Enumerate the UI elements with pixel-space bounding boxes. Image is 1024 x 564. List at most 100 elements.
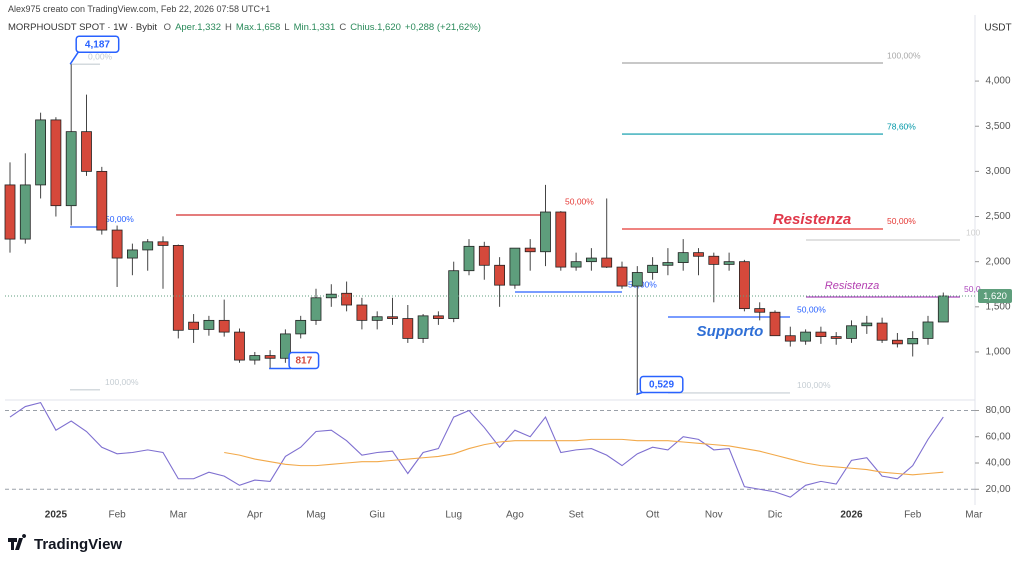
candle-body xyxy=(295,319,307,335)
candle-body xyxy=(892,339,903,345)
annotation: Resistenza xyxy=(773,211,851,228)
candle-body xyxy=(937,295,949,323)
candle-body xyxy=(50,119,62,207)
level-label: 100,00% xyxy=(887,50,921,60)
x-tick-label: Apr xyxy=(247,510,263,521)
rsi-line xyxy=(9,401,944,498)
logo-icon xyxy=(8,534,27,550)
y2-tick-label: 80,00 xyxy=(985,405,1010,416)
level-label: 50,00% xyxy=(105,214,134,224)
candle-body xyxy=(586,257,597,263)
symbol-line: MORPHOUSDT SPOT · 1W · Bybit O Aper.1,332… xyxy=(8,22,485,33)
x-tick-label: Ago xyxy=(506,510,524,521)
y2-tick-label: 20,00 xyxy=(985,484,1010,495)
level-label: 50,0 xyxy=(964,284,981,294)
rsi-line xyxy=(224,438,944,476)
candle-body xyxy=(662,262,674,266)
candle-body xyxy=(555,211,567,268)
candle-body xyxy=(922,321,934,339)
candle-body xyxy=(19,184,31,240)
candle-body xyxy=(708,255,720,265)
ohlc-value: Chius.1,620 xyxy=(350,22,401,33)
candle-body xyxy=(907,338,919,345)
candle-body xyxy=(463,245,475,272)
callout-box xyxy=(75,35,120,53)
level-label: 100 xyxy=(966,227,980,237)
x-tick-label: Lug xyxy=(445,510,462,521)
candle-body xyxy=(631,272,643,287)
level-label: 0,00% xyxy=(88,51,113,61)
x-tick-label: Mag xyxy=(306,510,325,521)
y-tick-label: 1,500 xyxy=(985,301,1010,312)
candle-body xyxy=(754,308,766,313)
annotation: Resistenza xyxy=(825,280,879,292)
ohlc-value: Aper.1,332 xyxy=(175,22,222,33)
candle-body xyxy=(249,355,261,361)
candle-body xyxy=(570,261,582,268)
x-tick-label: 2026 xyxy=(840,510,863,521)
logo: TradingView xyxy=(34,536,122,553)
callout-label: 817 xyxy=(296,356,313,367)
candle-body xyxy=(769,311,781,337)
candle-body xyxy=(478,245,490,266)
candle-body xyxy=(876,322,888,341)
y-unit: USDT xyxy=(984,23,1011,34)
candle-body xyxy=(264,355,276,359)
candle-body xyxy=(325,293,337,299)
candle-body xyxy=(494,264,506,286)
ohlc-key: L xyxy=(284,22,290,33)
candle-body xyxy=(234,331,245,361)
x-tick-label: Dic xyxy=(768,510,782,521)
x-tick-label: Feb xyxy=(108,510,126,521)
candle-body xyxy=(677,252,689,263)
candle-body xyxy=(65,131,77,207)
x-tick-label: 2025 xyxy=(45,510,68,521)
candle-body xyxy=(157,241,169,246)
candle-body xyxy=(723,261,735,265)
symbol: MORPHOUSDT SPOT · 1W · Bybit xyxy=(8,22,158,33)
candle-body xyxy=(127,249,138,259)
candle-body xyxy=(739,261,750,310)
candle-body xyxy=(310,297,322,321)
candle-body xyxy=(218,319,230,333)
ohlc-value: Min.1,331 xyxy=(293,22,336,33)
y-tick-label: 2,500 xyxy=(985,211,1010,222)
candle-body xyxy=(861,322,873,327)
candle-body xyxy=(509,247,521,286)
callout-label: 4,187 xyxy=(85,39,110,50)
candle-body xyxy=(784,335,796,342)
x-tick-label: Nov xyxy=(705,510,723,521)
y-tick-label: 1,000 xyxy=(985,347,1010,358)
y-tick-label: 4,000 xyxy=(985,76,1010,87)
candle-body xyxy=(96,170,108,231)
candle-body xyxy=(35,119,46,186)
candle-body xyxy=(188,321,200,330)
level-label: 50,00% xyxy=(565,197,594,207)
candle-body xyxy=(540,211,551,253)
y-tick-label: 3,000 xyxy=(985,166,1010,177)
change: +0,288 (+21,62%) xyxy=(404,22,481,33)
candle-body xyxy=(417,315,429,339)
x-tick-label: Ott xyxy=(646,510,660,521)
y2-tick-label: 40,00 xyxy=(985,458,1010,469)
callout-pointer xyxy=(69,51,79,65)
candle-body xyxy=(371,316,383,321)
x-tick-label: Giu xyxy=(369,510,385,521)
candle-body xyxy=(693,252,704,257)
x-tick-label: Mar xyxy=(170,510,188,521)
candle-body xyxy=(356,304,368,321)
candle-body xyxy=(846,325,857,339)
candle-body xyxy=(448,270,460,319)
candle-body xyxy=(387,316,398,319)
level-label: 100,00% xyxy=(797,380,831,390)
level-label: 50,00% xyxy=(887,216,916,226)
level-label: 50,00% xyxy=(797,304,826,314)
x-tick-label: Feb xyxy=(904,510,922,521)
candle-body xyxy=(81,131,92,172)
candle-body xyxy=(203,319,215,330)
last-price-label: 1,620 xyxy=(983,291,1007,302)
candle-body xyxy=(402,318,414,339)
candle-body xyxy=(601,257,613,268)
candle-body xyxy=(279,333,291,359)
